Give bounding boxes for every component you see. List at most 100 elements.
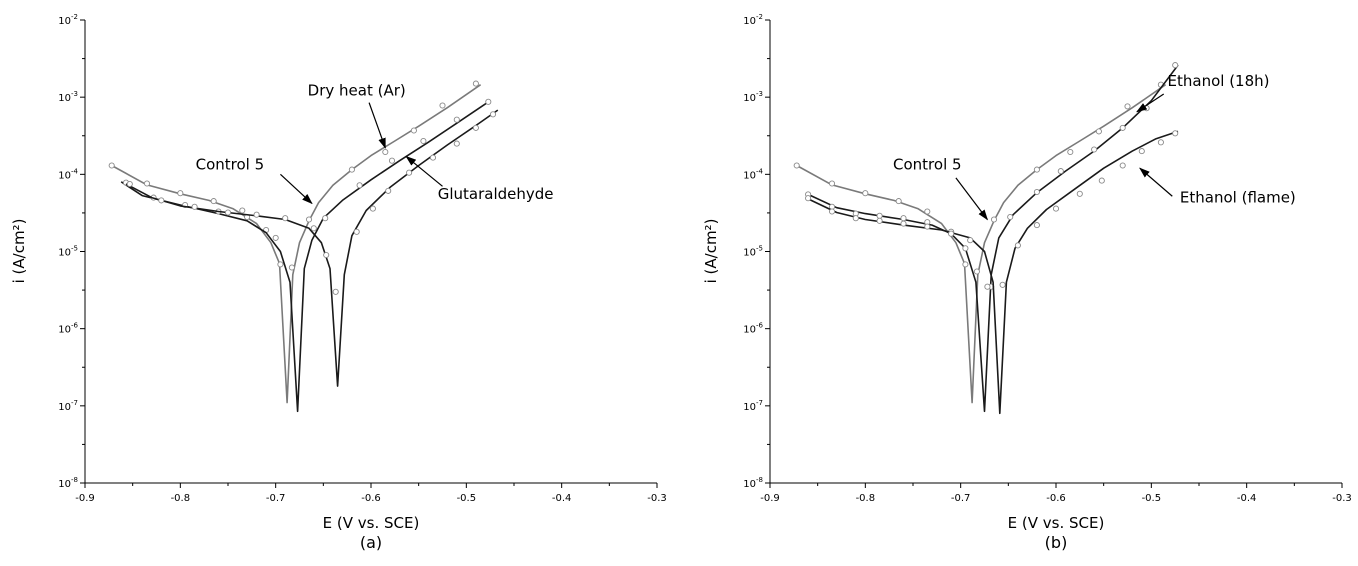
y-tick-label: 10-4	[58, 167, 78, 181]
data-point-ethanol-flame	[900, 220, 907, 227]
y-axis-title: i (A/cm²)	[10, 219, 28, 284]
y-tick-label: 10-2	[58, 13, 78, 27]
y-tick-label: 10-3	[743, 90, 763, 104]
data-point-glutaraldehyde	[158, 197, 165, 204]
data-point-ethanol-18h	[973, 268, 980, 275]
annotation-label-dry-heat-ar: Dry heat (Ar)	[308, 82, 406, 100]
x-tick-label: -0.6	[1046, 493, 1066, 504]
y-tick-label: 10-6	[743, 322, 763, 336]
x-axis-title: E (V vs. SCE)	[1008, 514, 1105, 532]
data-point-control-5	[472, 80, 479, 87]
data-point-control-5	[1095, 128, 1102, 135]
y-tick-label: 10-8	[743, 476, 763, 490]
annotation-arrow-glutaraldehyde	[405, 155, 443, 187]
data-point-glutaraldehyde	[353, 228, 360, 235]
data-point-ethanol-flame	[1076, 190, 1083, 197]
x-tick-label: -0.3	[647, 493, 667, 504]
annotation-arrow-ethanol-flame	[1139, 167, 1173, 197]
data-point-control-5	[410, 127, 417, 134]
data-point-dry-heat-ar	[485, 98, 492, 105]
data-point-control-5	[793, 162, 800, 169]
x-tick-label: -0.9	[760, 493, 780, 504]
annotation-label-control-5: Control 5	[893, 156, 962, 174]
y-tick-label: 10-2	[743, 13, 763, 27]
x-tick-label: -0.9	[75, 493, 95, 504]
data-point-control-5	[177, 190, 184, 197]
data-point-control-5	[277, 261, 284, 268]
data-point-control-5	[990, 216, 998, 223]
data-point-ethanol-18h	[1119, 124, 1126, 131]
data-point-control-5	[305, 216, 313, 223]
series-line-control-5	[111, 84, 482, 404]
data-point-ethanol-flame	[1119, 162, 1126, 169]
data-point-ethanol-18h	[1091, 146, 1098, 153]
y-tick-label: 10-7	[743, 399, 763, 413]
data-point-control-5	[210, 198, 217, 205]
data-point-dry-heat-ar	[388, 157, 396, 164]
x-tick-label: -0.6	[361, 493, 381, 504]
data-point-glutaraldehyde	[332, 288, 339, 295]
data-point-control-5	[439, 102, 446, 109]
data-point-ethanol-flame	[948, 230, 955, 237]
x-axis-title: E (V vs. SCE)	[323, 514, 420, 532]
data-point-control-5	[828, 180, 836, 187]
chart-panel-b: E (V vs. SCE) (b) i (A/cm²) -0.9 -0.8 -0.7…	[702, 13, 1352, 552]
x-tick-label: -0.7	[951, 493, 971, 504]
data-point-dry-heat-ar	[356, 182, 363, 189]
data-point-ethanol-flame	[1172, 130, 1179, 137]
x-tick-label: -0.8	[171, 493, 191, 504]
chart-panel-a: E (V vs. SCE) (a) i (A/cm²) -0.9 -0.8 -0.7…	[10, 13, 667, 552]
data-point-control-5	[962, 261, 969, 268]
annotation-arrow-control-5	[280, 173, 313, 205]
data-point-control-5	[862, 190, 869, 197]
data-point-ethanol-flame	[1138, 148, 1145, 155]
y-tick-label: 10-3	[58, 90, 78, 104]
data-point-ethanol-flame	[1157, 139, 1164, 146]
data-point-control-5	[348, 166, 355, 173]
data-point-ethanol-18h	[876, 212, 883, 219]
series-line-glutaraldehyde	[125, 109, 499, 387]
x-tick-label: -0.7	[266, 493, 286, 504]
y-tick-label: 10-7	[58, 399, 78, 413]
x-tick-label: -0.3	[1332, 493, 1352, 504]
y-tick-label: 10-8	[58, 476, 78, 490]
data-point-glutaraldehyde	[385, 187, 392, 194]
data-point-glutaraldehyde	[453, 140, 460, 147]
annotation-label-control-5: Control 5	[196, 156, 265, 174]
data-point-control-5	[924, 208, 931, 215]
data-point-control-5	[1124, 103, 1131, 110]
data-point-glutaraldehyde	[224, 209, 232, 216]
data-point-ethanol-flame	[852, 215, 859, 222]
data-point-ethanol-18h	[1057, 168, 1064, 175]
data-point-glutaraldehyde	[126, 180, 133, 188]
data-point-ethanol-flame	[1098, 177, 1105, 184]
data-point-glutaraldehyde	[253, 211, 260, 218]
data-point-ethanol-18h	[1033, 188, 1040, 196]
data-point-dry-heat-ar	[272, 234, 279, 241]
data-point-ethanol-flame	[967, 237, 974, 244]
data-point-ethanol-18h	[900, 215, 907, 222]
data-point-control-5	[1033, 166, 1040, 173]
data-point-control-5	[108, 162, 115, 169]
annotation-arrow-ethanol-18h	[1136, 93, 1165, 113]
data-point-ethanol-flame	[999, 281, 1006, 288]
data-point-glutaraldehyde	[429, 154, 437, 161]
data-point-control-5	[382, 148, 389, 156]
annotation-label-glutaraldehyde: Glutaraldehyde	[438, 185, 554, 203]
data-point-ethanol-flame	[876, 217, 883, 224]
y-tick-label: 10-6	[58, 322, 78, 336]
x-tick-label: -0.8	[856, 493, 876, 504]
y-tick-label: 10-5	[743, 245, 763, 259]
data-point-glutaraldehyde	[472, 124, 479, 131]
panel-label: (a)	[360, 533, 382, 552]
annotation-label-ethanol-18h: Ethanol (18h)	[1168, 72, 1270, 90]
data-point-control-5	[1067, 148, 1074, 156]
annotation-arrow-dry-heat-ar	[368, 102, 386, 149]
y-axis-title: i (A/cm²)	[702, 219, 720, 284]
data-point-dry-heat-ar	[322, 215, 329, 222]
data-point-ethanol-flame	[805, 195, 812, 202]
data-point-glutaraldehyde	[282, 215, 289, 222]
data-point-glutaraldehyde	[489, 111, 497, 118]
y-tick-label: 10-5	[58, 245, 78, 259]
